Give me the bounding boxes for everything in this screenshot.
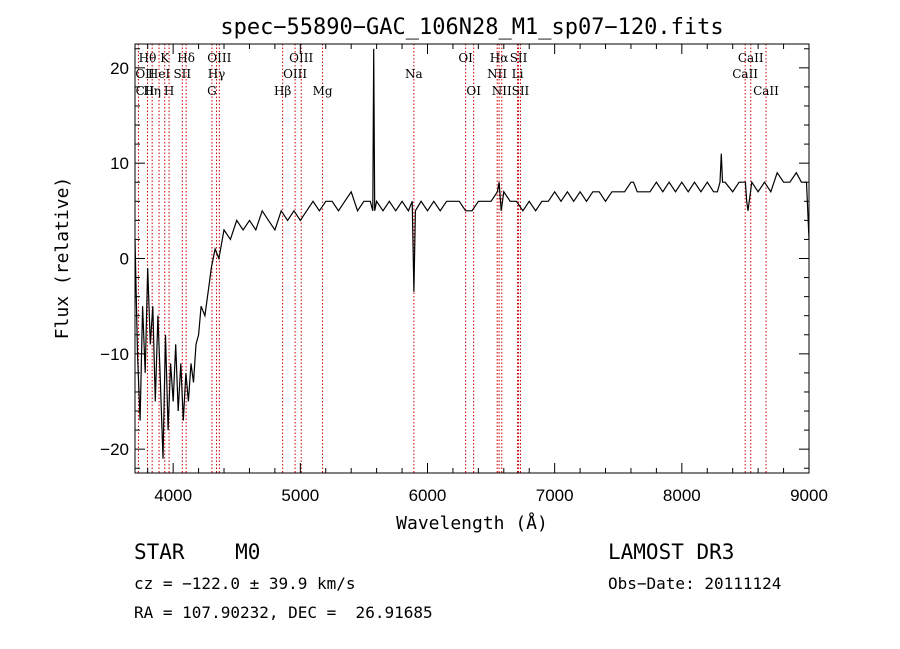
spectral-line-markers (137, 44, 767, 473)
spectral-line-label: SII (173, 67, 191, 81)
spectral-line-label: SII (510, 51, 528, 65)
spectral-line-label: SII (512, 84, 530, 98)
spectral-line-label: Li (512, 67, 524, 81)
plot-frame (134, 43, 810, 474)
x-tick-label: 4000 (154, 486, 192, 505)
spectral-line-label: OI (458, 51, 473, 65)
object-classification: STAR M0 (134, 540, 261, 564)
x-tick-label: 6000 (409, 486, 447, 505)
y-axis-label: Flux (relative) (52, 177, 73, 340)
chart-title: spec−55890−GAC_106N28_M1_sp07−120.fits (220, 15, 723, 40)
y-tick-label: 10 (110, 154, 129, 173)
y-axis-ticks: 20 10 0 −10 −20 (100, 48, 809, 469)
spectrum-line (134, 48, 810, 459)
y-tick-label: 0 (120, 250, 129, 269)
spectral-line-label: CII (136, 84, 155, 98)
x-tick-label: 7000 (536, 486, 574, 505)
spectral-line-label: OIII (207, 51, 231, 65)
spectral-line-label: CaII (738, 51, 764, 65)
spectral-line-label: HeI (148, 67, 171, 81)
spectral-line-label: Hθ (139, 51, 157, 65)
x-axis-label: Wavelength (Å) (396, 512, 548, 534)
x-axis-ticks: 4000 5000 6000 7000 8000 9000 (147, 44, 828, 505)
x-tick-label: 8000 (663, 486, 701, 505)
spectral-line-label: Hβ (274, 84, 291, 98)
observation-date: Obs−Date: 20111124 (608, 574, 782, 593)
x-tick-label: 5000 (281, 486, 319, 505)
spectral-line-label: K (160, 51, 170, 65)
spectral-line-label: Na (405, 67, 423, 81)
y-tick-label: −20 (100, 440, 129, 459)
spectral-line-label: OIII (289, 51, 313, 65)
spectral-line-label: Hδ (177, 51, 195, 65)
spectral-line-label: NII (487, 67, 507, 81)
survey-name: LAMOST DR3 (608, 540, 735, 564)
spectral-line-label: OIII (283, 67, 307, 81)
coordinates: RA = 107.90232, DEC = 26.91685 (134, 603, 433, 622)
spectral-line-label: G (207, 84, 217, 98)
redshift-velocity: cz = −122.0 ± 39.9 km/s (134, 574, 356, 593)
y-tick-label: 20 (110, 59, 129, 78)
x-tick-label: 9000 (790, 486, 828, 505)
spectral-line-label: OI (466, 84, 481, 98)
spectral-line-label: Hη (143, 84, 161, 98)
spectral-line-label: H (164, 84, 174, 98)
spectral-line-label: Hγ (208, 67, 226, 81)
spectral-line-label: Mg (313, 84, 333, 98)
spectral-line-label: OII (135, 67, 155, 81)
spectral-line-label: CaII (753, 84, 779, 98)
spectral-line-label: CaII (732, 67, 758, 81)
spectral-line-label: Hα (490, 51, 509, 65)
spectral-line-label: NII (492, 84, 512, 98)
y-tick-label: −10 (100, 345, 129, 364)
